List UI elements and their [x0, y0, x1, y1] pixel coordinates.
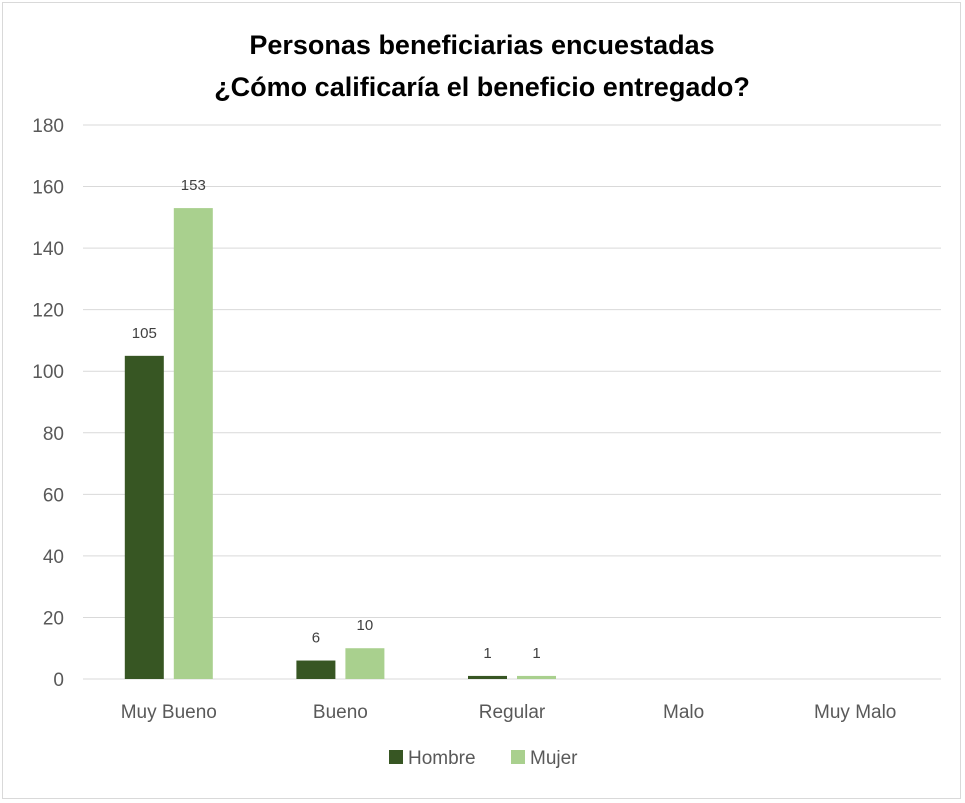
legend: Hombre Mujer [389, 748, 578, 769]
bar-hombre-2 [468, 675, 507, 679]
data-label: 10 [357, 617, 374, 634]
x-category-label: Muy Bueno [121, 702, 217, 723]
y-tick-label: 180 [32, 116, 64, 137]
y-tick-label: 20 [43, 608, 64, 629]
legend-swatch-mujer [511, 750, 525, 764]
chart-subtitle: ¿Cómo calificaría el beneficio entregado… [214, 72, 750, 102]
y-tick-label: 40 [43, 547, 64, 568]
data-label: 105 [132, 325, 157, 342]
gridlines [83, 124, 941, 680]
data-label: 1 [483, 645, 491, 662]
data-labels: 105 153 6 10 1 1 [132, 177, 541, 662]
bar-mujer-1 [345, 648, 385, 679]
x-category-label: Bueno [313, 702, 368, 723]
legend-label-mujer: Mujer [530, 748, 578, 769]
y-tick-label: 120 [32, 301, 64, 322]
y-tick-label: 160 [32, 178, 64, 199]
y-tick-label: 60 [43, 485, 64, 506]
data-label: 1 [532, 645, 540, 662]
x-axis-categories: Muy Bueno Bueno Regular Malo Muy Malo [121, 702, 897, 723]
legend-label-hombre: Hombre [408, 748, 476, 769]
y-tick-label: 0 [53, 670, 64, 691]
data-label: 153 [181, 177, 206, 194]
y-tick-label: 80 [43, 424, 64, 445]
y-tick-label: 140 [32, 239, 64, 260]
y-axis-ticks: 0 20 40 60 80 100 120 140 160 180 [32, 116, 64, 691]
bar-hombre-0 [124, 355, 164, 679]
bar-hombre-1 [296, 660, 336, 679]
x-category-label: Regular [479, 702, 546, 723]
data-label: 6 [312, 630, 320, 647]
bar-mujer-0 [173, 208, 213, 679]
bars [124, 208, 556, 679]
x-category-label: Muy Malo [814, 702, 896, 723]
x-category-label: Malo [663, 702, 704, 723]
bar-mujer-2 [517, 675, 556, 679]
chart-title: Personas beneficiarias encuestadas [249, 30, 714, 60]
legend-swatch-hombre [389, 750, 403, 764]
y-tick-label: 100 [32, 362, 64, 383]
